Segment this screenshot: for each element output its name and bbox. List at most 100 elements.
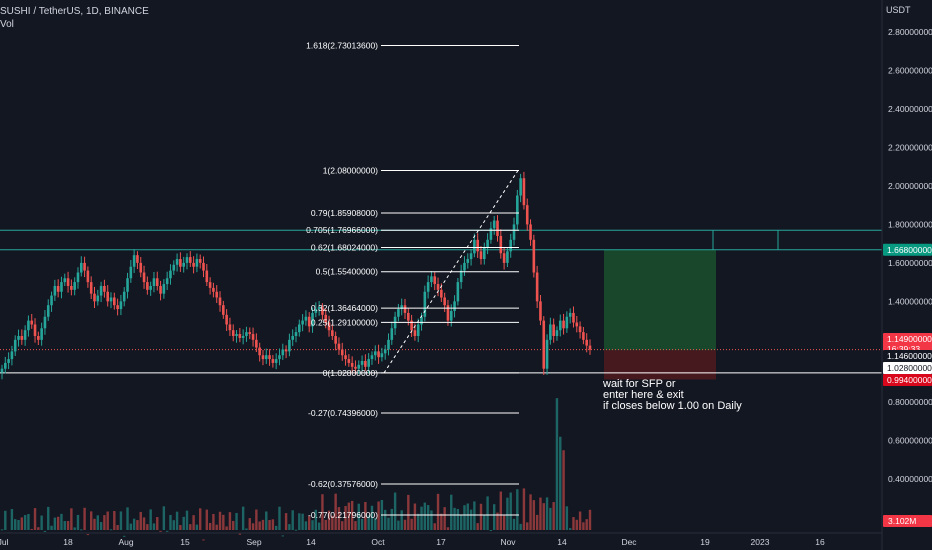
volume-bar [93, 518, 96, 530]
volume-bar [565, 506, 569, 530]
candle-body [109, 297, 113, 302]
volume-bar [585, 519, 588, 530]
volume-bar [225, 526, 228, 530]
price-axis: 2.80000000 2.60000000 2.40000000 2.20000000… [881, 0, 932, 550]
volume-bar [63, 520, 66, 530]
countdown-label: 16:39:33 [887, 344, 920, 354]
volume-bar [413, 503, 417, 530]
candle-body [192, 262, 195, 267]
candle-body [83, 262, 86, 271]
volume-bar [291, 510, 294, 530]
candle-body [400, 305, 404, 310]
volume-bar [301, 513, 304, 530]
candle-body [139, 262, 143, 273]
volume-bar [212, 514, 215, 530]
candle-body [208, 282, 212, 288]
candle-body [314, 309, 318, 313]
price-badge-label: 1.14900000 [887, 334, 932, 344]
candle-body [251, 334, 255, 340]
volume-badge-label: 3.102M [888, 516, 916, 526]
price-badge [883, 350, 932, 362]
price-tick-label: 2.00000000 [888, 181, 932, 191]
volume-bar [535, 514, 539, 530]
volume-bar [218, 511, 222, 530]
price-badge-label: 1.14600000 [887, 351, 932, 361]
time-tick-label: Oct [371, 537, 385, 547]
volume-bar [159, 530, 162, 532]
candle-body [476, 239, 479, 252]
candle-body [146, 282, 149, 290]
volume-bar [400, 510, 403, 530]
volume-bar [245, 528, 248, 530]
note-line: wait for SFP or [603, 378, 676, 390]
fib-level-label: -0.27(0.74396000) [308, 408, 378, 418]
candle-body [542, 320, 546, 369]
candle-body [387, 339, 390, 350]
candle-body [264, 355, 268, 360]
candle-body [228, 324, 232, 331]
volume-bar [314, 509, 318, 530]
volume-bar [555, 398, 559, 530]
volume-bar [364, 501, 367, 530]
volume-bar [274, 525, 278, 530]
volume-bar [222, 514, 225, 530]
candle-body [489, 228, 493, 240]
volume-bar [321, 494, 324, 530]
candle-body [397, 309, 400, 317]
candle-body [522, 178, 526, 206]
time-tick-label: Aug [118, 537, 133, 547]
volume-bar [83, 507, 86, 530]
time-tick-label: Dec [621, 537, 637, 547]
time-tick-label: 15 [180, 537, 190, 547]
candle-body [33, 324, 37, 336]
volume-bar [367, 515, 370, 530]
candle-body [578, 326, 582, 333]
price-badge [883, 333, 932, 355]
volume-bar [387, 517, 390, 530]
candle-body [202, 262, 205, 271]
candle-body [271, 359, 275, 363]
candle-body [291, 335, 294, 340]
candle-body [367, 359, 370, 367]
volume-bar [308, 516, 311, 530]
fib-level-label: 0.62(1.68024000) [311, 242, 378, 252]
candle-body [162, 284, 166, 294]
volume-bar [278, 506, 281, 530]
candle-body [453, 301, 456, 311]
fib-level-label: 0.79(1.85908000) [311, 208, 378, 218]
candle-body [169, 270, 172, 279]
volume-bar [60, 513, 63, 530]
volume-bar [208, 522, 212, 530]
candle-body [198, 259, 202, 263]
candle-body [327, 322, 331, 331]
volume-bar [489, 529, 493, 531]
volume-bar [572, 517, 575, 530]
candle-body [552, 324, 555, 336]
volume-bar [360, 518, 364, 530]
candle-body [235, 334, 238, 336]
candle-body [136, 255, 139, 263]
candle-body [407, 312, 410, 321]
volume-bar [562, 450, 565, 530]
candle-body [307, 316, 311, 327]
price-tick-label: 2.40000000 [888, 104, 932, 114]
candle-body [155, 278, 159, 286]
volume-bar [96, 515, 99, 530]
volume-bar [119, 511, 123, 530]
volume-bar [479, 503, 483, 530]
candle-body [56, 285, 60, 292]
candle-body [463, 262, 466, 271]
volume-tick-label: 0.40000000 [888, 474, 932, 484]
volume-bar [281, 535, 284, 537]
candle-body [215, 291, 219, 298]
volume-bar [552, 502, 555, 530]
candle-body [433, 276, 437, 285]
volume-bar [407, 494, 410, 530]
candle-body [360, 361, 364, 365]
candle-body [370, 355, 374, 360]
volume-bar [271, 519, 275, 530]
time-tick-label: 17 [436, 537, 446, 547]
candle-body [245, 332, 248, 336]
